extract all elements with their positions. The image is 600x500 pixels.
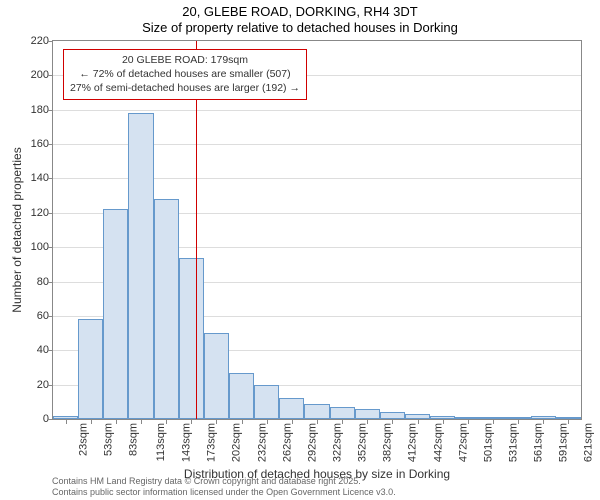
- y-tick-label: 220: [31, 35, 49, 47]
- x-tick-mark: [292, 419, 293, 424]
- x-tick-mark: [191, 419, 192, 424]
- x-tick-mark: [141, 419, 142, 424]
- x-tick-label: 143sqm: [181, 423, 193, 462]
- y-axis-label: Number of detached properties: [10, 147, 24, 312]
- x-tick-mark: [166, 419, 167, 424]
- histogram-bar: [103, 209, 128, 419]
- annotation-box: 20 GLEBE ROAD: 179sqm← 72% of detached h…: [63, 49, 307, 100]
- y-tick-label: 200: [31, 69, 49, 81]
- x-tick-mark: [91, 419, 92, 424]
- annotation-line: 27% of semi-detached houses are larger (…: [70, 81, 300, 95]
- histogram-bar: [304, 404, 329, 419]
- x-tick-label: 322sqm: [332, 423, 344, 462]
- x-tick-mark: [518, 419, 519, 424]
- x-tick-mark: [317, 419, 318, 424]
- x-tick-label: 382sqm: [382, 423, 394, 462]
- y-tick-mark: [48, 419, 53, 420]
- x-tick-label: 262sqm: [281, 423, 293, 462]
- x-tick-mark: [66, 419, 67, 424]
- x-tick-label: 23sqm: [77, 423, 89, 456]
- y-tick-mark: [48, 178, 53, 179]
- y-tick-mark: [48, 316, 53, 317]
- x-tick-label: 561sqm: [533, 423, 545, 462]
- x-tick-label: 202sqm: [231, 423, 243, 462]
- x-tick-mark: [116, 419, 117, 424]
- histogram-bar: [330, 407, 355, 419]
- x-tick-label: 501sqm: [482, 423, 494, 462]
- histogram-bar: [128, 113, 153, 419]
- x-tick-label: 53sqm: [102, 423, 114, 456]
- y-tick-mark: [48, 41, 53, 42]
- y-tick-mark: [48, 282, 53, 283]
- x-tick-label: 591sqm: [558, 423, 570, 462]
- x-tick-mark: [392, 419, 393, 424]
- x-tick-mark: [543, 419, 544, 424]
- y-tick-label: 160: [31, 138, 49, 150]
- gridline: [53, 110, 581, 111]
- histogram-bar: [154, 199, 179, 419]
- x-tick-mark: [418, 419, 419, 424]
- y-tick-mark: [48, 110, 53, 111]
- histogram-bar: [355, 409, 380, 419]
- x-tick-mark: [216, 419, 217, 424]
- histogram-bar: [254, 385, 279, 419]
- y-tick-label: 180: [31, 104, 49, 116]
- y-tick-mark: [48, 75, 53, 76]
- y-tick-mark: [48, 385, 53, 386]
- y-tick-mark: [48, 350, 53, 351]
- plot-area: Distribution of detached houses by size …: [52, 40, 582, 420]
- x-tick-label: 83sqm: [127, 423, 139, 456]
- annotation-line: 20 GLEBE ROAD: 179sqm: [70, 53, 300, 67]
- x-tick-mark: [342, 419, 343, 424]
- footer-line-2: Contains public sector information licen…: [52, 487, 396, 498]
- x-tick-mark: [493, 419, 494, 424]
- histogram-bar: [78, 319, 103, 419]
- x-tick-label: 292sqm: [306, 423, 318, 462]
- histogram-bar: [179, 258, 204, 420]
- x-tick-label: 352sqm: [357, 423, 369, 462]
- histogram-bar: [229, 373, 254, 419]
- histogram-bar: [380, 412, 405, 419]
- x-tick-label: 232sqm: [256, 423, 268, 462]
- x-tick-label: 442sqm: [432, 423, 444, 462]
- y-tick-mark: [48, 213, 53, 214]
- chart-container: 20, GLEBE ROAD, DORKING, RH4 3DT Size of…: [0, 0, 600, 500]
- annotation-line: ← 72% of detached houses are smaller (50…: [70, 67, 300, 81]
- y-tick-mark: [48, 144, 53, 145]
- x-tick-label: 531sqm: [508, 423, 520, 462]
- x-tick-label: 472sqm: [457, 423, 469, 462]
- histogram-bar: [279, 398, 304, 419]
- x-tick-mark: [267, 419, 268, 424]
- chart-title-main: 20, GLEBE ROAD, DORKING, RH4 3DT: [0, 4, 600, 19]
- x-tick-mark: [468, 419, 469, 424]
- y-tick-label: 120: [31, 207, 49, 219]
- x-tick-mark: [242, 419, 243, 424]
- y-tick-label: 100: [31, 241, 49, 253]
- x-tick-mark: [568, 419, 569, 424]
- chart-footer: Contains HM Land Registry data © Crown c…: [52, 476, 396, 498]
- chart-title-sub: Size of property relative to detached ho…: [0, 20, 600, 35]
- histogram-bar: [204, 333, 229, 419]
- y-tick-label: 140: [31, 172, 49, 184]
- x-tick-label: 621sqm: [583, 423, 595, 462]
- x-tick-mark: [443, 419, 444, 424]
- x-tick-label: 113sqm: [155, 423, 167, 461]
- y-tick-mark: [48, 247, 53, 248]
- x-tick-label: 173sqm: [206, 423, 218, 462]
- x-tick-label: 412sqm: [407, 423, 419, 462]
- x-tick-mark: [367, 419, 368, 424]
- footer-line-1: Contains HM Land Registry data © Crown c…: [52, 476, 396, 487]
